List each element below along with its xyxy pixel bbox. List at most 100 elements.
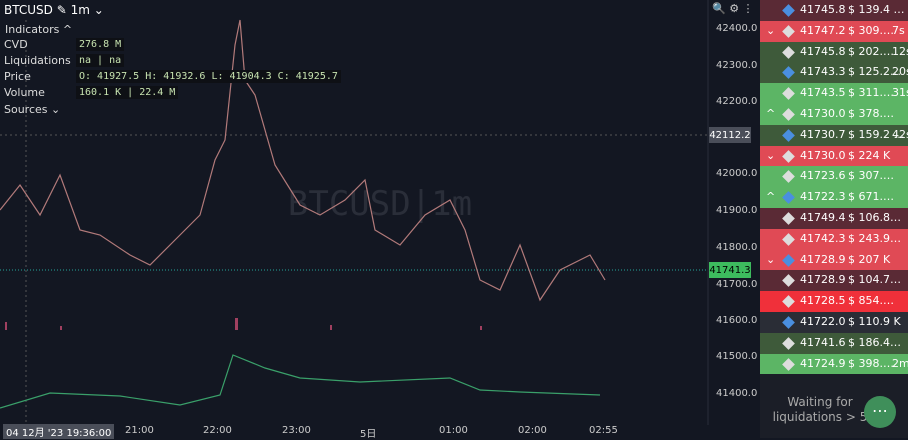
price-label: 42400.0 bbox=[716, 23, 758, 34]
exchange-icon bbox=[782, 357, 795, 371]
exchange-icon bbox=[782, 232, 795, 246]
chevron: ⌄ bbox=[766, 148, 776, 162]
trade-price: 41745.8 bbox=[800, 3, 846, 16]
trade-time: 42s bbox=[892, 127, 908, 141]
indicator-name: Liquidations bbox=[4, 54, 71, 67]
time-label: 21:00 bbox=[125, 425, 154, 436]
indicator-value: O: 41927.5 H: 41932.6 L: 41904.3 C: 4192… bbox=[76, 70, 341, 83]
symbol[interactable]: BTCUSD ✎ 1m ⌄ bbox=[4, 3, 104, 17]
exchange-icon bbox=[782, 170, 795, 184]
price-line bbox=[0, 19, 606, 302]
exchange-icon bbox=[782, 87, 795, 101]
trade-amount: $ 311.… bbox=[848, 86, 894, 100]
waiting-line: Waiting for bbox=[787, 395, 853, 409]
menu-button[interactable]: ⋯ bbox=[864, 396, 896, 428]
trade-amount: $ 125.2… bbox=[848, 65, 901, 79]
indicator-value: na | na bbox=[76, 54, 125, 67]
trade-row: 41743.5$ 311.…31s bbox=[760, 83, 908, 104]
chevron: ⌄ bbox=[766, 252, 776, 266]
trade-time: 12s bbox=[892, 44, 908, 58]
trade-amount: $ 186.4… bbox=[848, 335, 901, 349]
trade-price: 41722.3 bbox=[800, 190, 846, 204]
exchange-icon bbox=[782, 66, 795, 80]
trade-amount: $ 671.… bbox=[848, 190, 894, 204]
volume-bars bbox=[5, 318, 482, 330]
trade-price: 41745.8 bbox=[800, 44, 846, 58]
indicator-value: 276.8 M bbox=[76, 38, 125, 51]
trade-row: 41742.3 $ 243.9… bbox=[760, 228, 908, 250]
trade-row: 41749.4 $ 106.8… bbox=[760, 208, 908, 229]
trade-amount: $ 307.… bbox=[848, 169, 894, 183]
crosshair-tag bbox=[709, 127, 751, 143]
trade-price: 41749.4 bbox=[800, 211, 846, 224]
trade-amount: $ 106.8… bbox=[848, 211, 901, 224]
trade-price: 41743.3 bbox=[800, 65, 846, 79]
trade-price: 41730.7 bbox=[800, 127, 846, 141]
exchange-icon bbox=[782, 336, 795, 350]
trade-price: 41724.9 bbox=[800, 356, 846, 370]
exchange-icon bbox=[782, 45, 795, 59]
trade-row: 41745.8 $ 139.4 … bbox=[760, 0, 908, 21]
price-label: 41500.0 bbox=[716, 351, 758, 362]
cvd-line bbox=[0, 354, 601, 409]
crosshair-price: 42112.2 bbox=[709, 130, 750, 141]
exchange-icon bbox=[782, 24, 795, 38]
price-label: 41900.0 bbox=[716, 205, 758, 216]
price-label: 42200.0 bbox=[716, 96, 758, 107]
time-label: 02:55 bbox=[589, 425, 618, 436]
trade-row: 41728.5 $ 854.… bbox=[760, 291, 908, 312]
trade-amount: $ 309.… bbox=[848, 23, 894, 37]
sources-title: Sources bbox=[4, 103, 48, 116]
indicators-title: Indicators bbox=[5, 23, 60, 36]
trade-row: ⌄ 41747.2 $ 309.… 7s bbox=[760, 20, 908, 42]
price-label: 41400.0 bbox=[716, 388, 758, 399]
trade-row: ^ 41722.3 $ 671.… bbox=[760, 187, 908, 208]
trade-price: 41730.0 bbox=[800, 148, 846, 162]
trade-price: 41747.2 bbox=[800, 23, 846, 37]
trade-price: 41741.6 bbox=[800, 335, 846, 349]
indicator-name: CVD bbox=[4, 38, 28, 51]
exchange-icon bbox=[782, 191, 795, 205]
trade-price: 41742.3 bbox=[800, 231, 846, 245]
trade-time: 2m bbox=[892, 356, 908, 370]
sources-toggle[interactable]: Sources ⌄ bbox=[4, 103, 61, 116]
trade-row: 41724.9 $ 398.… 2m bbox=[760, 353, 908, 375]
time-label: 01:00 bbox=[439, 425, 468, 436]
exchange-icon bbox=[782, 149, 795, 163]
trade-row: 41723.6 $ 307.… bbox=[760, 166, 908, 188]
trade-amount: $ 378.… bbox=[848, 107, 894, 120]
last-tag bbox=[709, 262, 751, 278]
price-label: 42300.0 bbox=[716, 60, 758, 71]
trade-amount: $ 398.… bbox=[848, 356, 894, 370]
trade-amount: $ 104.7… bbox=[848, 273, 901, 287]
tools[interactable]: 🔍 ⚙ ⋮ bbox=[712, 2, 754, 15]
price-label: 42000.0 bbox=[716, 168, 758, 179]
interval[interactable]: 1m bbox=[70, 3, 90, 17]
trade-amount: $ 854.… bbox=[848, 294, 894, 308]
exchange-icon bbox=[782, 274, 795, 288]
trade-price: 41728.9 bbox=[800, 252, 846, 266]
waiting: Waiting for liquidations > 5 bbox=[760, 395, 880, 425]
exchange-icon bbox=[782, 128, 795, 142]
exchange-icon bbox=[782, 253, 795, 267]
exchange-icon bbox=[782, 212, 795, 225]
indicator-name: Price bbox=[4, 70, 31, 83]
trade-amount: $ 224 K bbox=[848, 148, 891, 162]
liquidations-panel: Waiting for liquidations > 5 ⋯ 41745.8 $ 1… bbox=[760, 0, 908, 438]
time-label: 23:00 bbox=[282, 425, 311, 436]
trade-price: 41730.0 bbox=[800, 107, 846, 120]
trade-amount: $ 159.2 … bbox=[848, 127, 905, 141]
trade-price: 41743.5 bbox=[800, 86, 846, 100]
indicator-name: Volume bbox=[4, 86, 45, 99]
chevron: ⌄ bbox=[766, 23, 776, 37]
trade-amount: $ 243.9… bbox=[848, 231, 901, 245]
exchange-icon bbox=[782, 4, 795, 17]
trade-row: ⌄ 41730.0 $ 224 K bbox=[760, 145, 908, 167]
trade-price: 41722.0 bbox=[800, 315, 846, 328]
indicators-toggle[interactable]: Indicators ^ bbox=[4, 22, 74, 37]
waiting-line: liquidations > 5 bbox=[772, 410, 868, 424]
trade-price: 41728.9 bbox=[800, 273, 846, 287]
trade-row: 41743.3$ 125.2…20s bbox=[760, 62, 908, 84]
trade-row: 41745.8$ 202.…12s bbox=[760, 41, 908, 63]
